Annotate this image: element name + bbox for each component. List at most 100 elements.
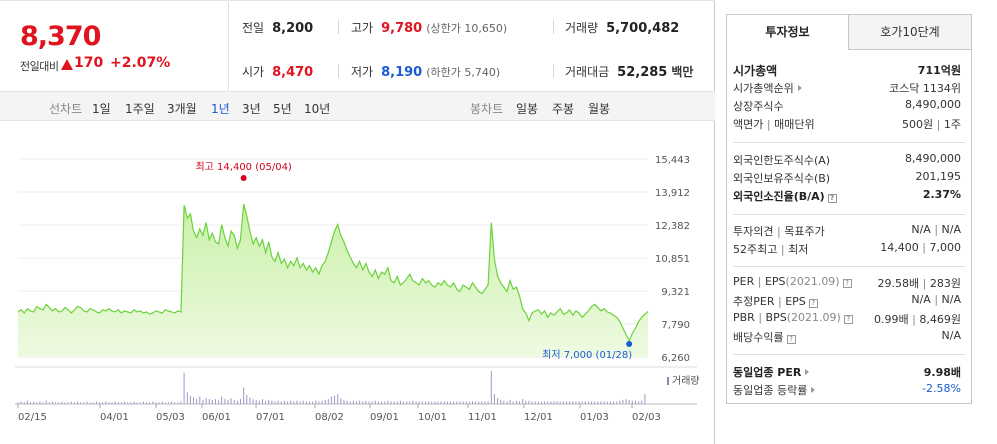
series-area	[18, 204, 648, 357]
row-value: 9.98배	[923, 366, 961, 379]
row-label-text: BPS	[765, 311, 787, 324]
stat-value: 5,700,482	[606, 21, 680, 36]
stat-label: 고가	[351, 21, 374, 35]
stat-value: 8,200	[272, 21, 314, 36]
row-label: 상장주식수	[733, 100, 784, 113]
row-value: N/A | N/A	[911, 293, 961, 306]
help-icon[interactable]: ?	[842, 279, 852, 288]
x-tick-label: 12/01	[524, 412, 553, 423]
low-annotation: 최저 7,000 (01/28)	[542, 349, 632, 361]
row-label-text: 동일업종 PER	[733, 366, 802, 379]
row-label: 외국인소진율(B/A)?	[733, 188, 837, 204]
period-3y[interactable]: 3년	[242, 102, 261, 116]
row-value: 29.58배 | 283원	[878, 275, 961, 291]
tab-order-book[interactable]: 호가10단계	[849, 15, 971, 50]
divider	[553, 20, 554, 34]
period-1w[interactable]: 1주일	[125, 102, 155, 116]
row-label: 배당수익률?	[733, 329, 796, 345]
row-label-text: 추정PER	[733, 295, 775, 308]
row-market-cap-rank[interactable]: 시가총액순위 코스닥 1134위	[733, 79, 965, 97]
row-value: 8,490,000	[905, 98, 961, 111]
help-icon[interactable]: ?	[808, 299, 818, 308]
row-label-text: 투자의견	[733, 225, 774, 238]
row-value: 14,400 | 7,000	[880, 241, 961, 254]
volume-legend-swatch	[667, 377, 669, 385]
help-icon[interactable]: ?	[827, 194, 837, 203]
investment-info-panel: 투자정보 호가10단계 시가총액 711억원 시가총액순위 코스닥 1134위 …	[726, 14, 972, 404]
candle-weekly[interactable]: 주봉	[552, 102, 575, 116]
row-label: 시가총액순위	[733, 80, 802, 96]
stat-label: 저가	[351, 65, 374, 79]
separator: |	[934, 223, 939, 236]
divider	[553, 64, 554, 78]
stat-open: 시가 8,470	[242, 63, 313, 80]
separator: |	[922, 241, 926, 254]
separator: |	[757, 275, 762, 288]
row-label: 투자의견 | 목표주가	[733, 223, 825, 239]
x-tick-label: 02/15	[18, 412, 47, 423]
help-icon[interactable]: ?	[843, 315, 853, 324]
row-label-text: 최저	[788, 243, 809, 256]
row-listed-shares: 상장주식수 8,490,000	[733, 97, 965, 115]
row-label-text: 외국인소진율(B/A)	[733, 190, 825, 203]
divider	[338, 64, 339, 78]
row-label-text: 동일업종 등락률	[733, 384, 808, 397]
row-label-text: EPS	[785, 295, 806, 308]
price-box: 8,370 전일대비 170 +2.07%	[0, 0, 229, 92]
stat-volume: 거래량 5,700,482	[565, 19, 679, 36]
stat-value: 8,470	[272, 65, 314, 80]
row-sector-per[interactable]: 동일업종 PER 9.98배	[733, 363, 965, 381]
stat-sub: (하한가 5,740)	[426, 66, 501, 79]
candle-daily[interactable]: 일봉	[516, 102, 539, 116]
row-value-text: N/A	[911, 223, 931, 236]
row-value-text: 7,000	[929, 241, 962, 254]
row-sector-change[interactable]: 동일업종 등락률 -2.58%	[733, 381, 965, 399]
period-1y[interactable]: 1년	[211, 102, 230, 116]
help-icon[interactable]: ?	[786, 335, 796, 344]
row-label-text: PER	[733, 275, 755, 288]
y-tick-label: 13,912	[655, 188, 690, 199]
y-tick-label: 15,443	[655, 155, 690, 166]
row-label: PER | EPS(2021.09)?	[733, 275, 852, 288]
period-10y[interactable]: 10년	[304, 102, 331, 116]
x-tick-label: 05/03	[156, 412, 185, 423]
row-dividend: 배당수익률? N/A	[733, 328, 965, 346]
row-52week: 52주최고 | 최저 14,400 | 7,000	[733, 240, 965, 258]
stat-value: 8,190	[381, 65, 423, 80]
x-tick-label: 02/03	[632, 412, 661, 423]
price-chart[interactable]: 15,443 13,912 12,382 10,851 9,321 7,790 6,260 최…	[0, 121, 715, 444]
main-panel: 8,370 전일대비 170 +2.07% 전일 8,200 고가 9,780 (상한…	[0, 0, 715, 444]
row-value-text: 8,469원	[919, 313, 961, 326]
x-tick-label: 09/01	[370, 412, 399, 423]
chevron-right-icon	[811, 387, 816, 393]
current-price: 8,370	[20, 21, 101, 52]
info-block-valuation: PER | EPS(2021.09)? 29.58배 | 283원 추정PER …	[733, 274, 965, 346]
row-value: -2.58%	[922, 382, 961, 395]
separator: |	[780, 243, 785, 256]
candle-monthly[interactable]: 월봉	[588, 102, 611, 116]
row-par-value: 액면가 | 매매단위 500원 | 1주	[733, 115, 965, 133]
row-label-text: 목표주가	[784, 225, 825, 238]
x-tick-label: 04/01	[100, 412, 129, 423]
period-1d[interactable]: 1일	[92, 102, 111, 116]
separator: |	[936, 118, 941, 131]
row-period: (2021.09)	[785, 275, 840, 288]
row-label-text: 매매단위	[774, 118, 815, 131]
period-3m[interactable]: 3개월	[167, 102, 197, 116]
separator: |	[934, 293, 939, 306]
row-label: 52주최고 | 최저	[733, 241, 808, 257]
high-marker	[240, 175, 247, 181]
separator: |	[912, 313, 916, 326]
row-value: N/A	[941, 329, 961, 342]
row-label: 시가총액	[733, 64, 778, 78]
row-value: 2.37%	[922, 188, 961, 201]
stat-prev-close: 전일 8,200	[242, 19, 313, 36]
row-label: 추정PER | EPS?	[733, 293, 818, 309]
row-opinion: 투자의견 | 목표주가 N/A | N/A	[733, 222, 965, 240]
row-market-cap: 시가총액 711억원	[733, 61, 965, 79]
row-value: 코스닥 1134위	[889, 82, 961, 95]
tab-investment-info[interactable]: 투자정보	[727, 15, 849, 50]
candle-chart-label: 봉차트	[470, 102, 504, 116]
period-5y[interactable]: 5년	[273, 102, 292, 116]
